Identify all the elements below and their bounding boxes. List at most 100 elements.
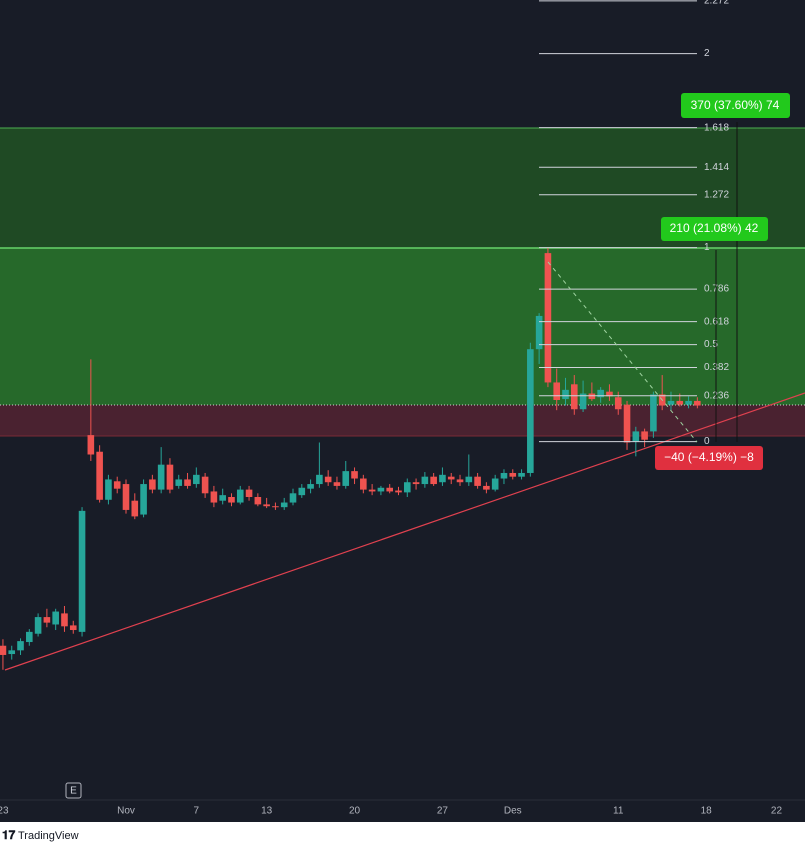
candle-body <box>368 489 376 492</box>
candle-body <box>579 393 587 410</box>
candle-body <box>149 479 156 490</box>
x-tick-label: 23 <box>0 806 9 817</box>
candle-body <box>641 431 648 440</box>
candle-body <box>614 397 622 410</box>
candle-body <box>0 645 7 655</box>
x-tick-label: 11 <box>613 806 624 817</box>
x-tick-label: 13 <box>261 806 273 817</box>
x-tick-label: Nov <box>117 806 135 817</box>
candle-body <box>78 510 86 632</box>
fib-level-label: 0.618 <box>704 316 729 327</box>
candle-body <box>491 478 499 490</box>
candle-body <box>210 491 218 503</box>
candle-body <box>184 479 191 486</box>
lower-target-zone <box>0 248 805 405</box>
candle-body <box>26 631 33 643</box>
measure-label-box <box>655 446 763 470</box>
candle-body <box>412 482 420 485</box>
candle-body <box>623 404 631 443</box>
fib-level-label: 2 <box>704 48 710 59</box>
candle-body <box>289 493 297 503</box>
candle-body <box>377 487 385 492</box>
measure-diagonal <box>547 261 698 443</box>
fib-level-label: 1.272 <box>704 189 729 200</box>
candle-body <box>298 487 306 496</box>
candle-body <box>474 476 481 486</box>
candle-body <box>245 489 253 497</box>
candle-body <box>351 471 358 479</box>
candle-body <box>456 479 464 483</box>
resistance-zone <box>0 405 805 436</box>
fibonacci: 0 0.236 0.382 0.5 0.618 0.786 1 1.272 1.414 1.618… <box>539 0 729 447</box>
x-tick-label: Des <box>504 806 522 817</box>
candle-body <box>105 479 112 500</box>
trendline <box>4 392 805 671</box>
candle-body <box>395 490 402 493</box>
x-tick-label: 18 <box>701 806 713 817</box>
candle-body <box>632 431 640 442</box>
candle-body <box>527 349 534 473</box>
fib-level-label: 0 <box>704 436 710 447</box>
candle-body <box>606 391 613 397</box>
candle-body <box>588 393 596 400</box>
candle-body <box>483 485 490 490</box>
fib-level-label: 0.382 <box>704 362 729 373</box>
event-marker[interactable]: E <box>70 786 77 797</box>
candle-body <box>553 382 561 400</box>
x-tick-label: 7 <box>194 806 200 817</box>
x-tick-label: 22 <box>771 806 783 817</box>
event-marker-box[interactable] <box>65 782 82 799</box>
candle-body <box>61 613 68 627</box>
candle-body <box>403 482 411 493</box>
candle-body <box>316 474 323 485</box>
candle-body <box>342 471 350 486</box>
candle-body <box>333 482 341 486</box>
candle-body <box>263 504 270 507</box>
candle-body <box>17 641 24 651</box>
candle-body <box>254 496 262 505</box>
candle-body <box>272 506 279 508</box>
candle-body <box>113 481 121 489</box>
candle-body <box>386 487 393 492</box>
fib-level-label: 1 <box>704 242 710 253</box>
candle-body <box>201 476 209 494</box>
candle-body <box>166 464 174 490</box>
time-axis: 23 Nov 7 13 20 27 Des 11 18 22 <box>0 806 782 817</box>
candle-body <box>465 476 473 483</box>
fib-level-label: 0.786 <box>704 284 729 295</box>
candle-body <box>667 400 675 405</box>
candles <box>0 247 701 670</box>
brand-logo: 𝟏𝟕 <box>2 828 16 842</box>
measure-label: −40 (−4.19%) −8 <box>664 450 754 464</box>
candle-body <box>219 495 226 501</box>
candle-body <box>96 451 103 500</box>
candle-body <box>676 400 684 405</box>
measure-label: 210 (21.08%) 42 <box>670 221 759 235</box>
brand-name: TradingView <box>18 830 79 842</box>
candle-body <box>228 496 235 503</box>
candle-body <box>236 489 244 503</box>
candle-body <box>360 478 367 490</box>
candle-body <box>447 476 455 480</box>
measure-label: 370 (37.60%) 74 <box>691 98 780 112</box>
candle-body <box>535 315 543 350</box>
measure-label-box <box>661 217 768 241</box>
candle-body <box>509 472 517 477</box>
candle-body <box>650 394 657 432</box>
candle-body <box>421 476 429 485</box>
candle-body <box>562 389 569 400</box>
candle-body <box>280 502 288 508</box>
candle-body <box>597 389 604 398</box>
candle-body <box>43 617 51 623</box>
candle-body <box>87 435 95 455</box>
candle-body <box>131 500 139 517</box>
candle-body <box>193 474 200 485</box>
fib-level-label: 0.236 <box>704 390 729 401</box>
candle-body <box>685 400 692 405</box>
fib-level-label: 2.272 <box>704 0 729 6</box>
candle-body <box>140 484 147 515</box>
candle-body <box>500 472 508 479</box>
candle-body <box>694 400 701 406</box>
